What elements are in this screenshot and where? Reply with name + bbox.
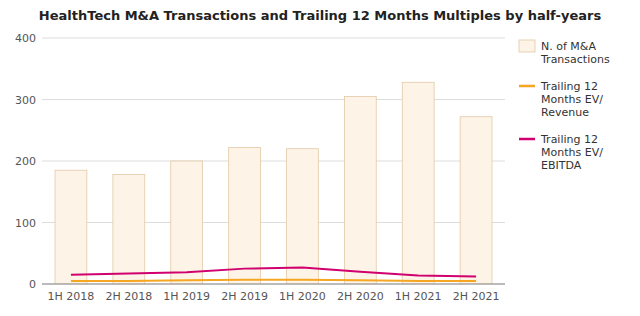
legend-label: Trailing 12Months EV/Revenue [540, 80, 603, 119]
legend-label-line: Transactions [540, 53, 610, 66]
legend-swatch [519, 40, 535, 52]
x-tick-label: 2H 2020 [337, 290, 384, 303]
bar [55, 170, 87, 284]
bar [402, 82, 434, 284]
x-tick-label: 1H 2018 [48, 290, 95, 303]
bar [229, 147, 261, 284]
legend-label-line: Months EV/ [541, 146, 603, 159]
bar [171, 161, 203, 284]
grid-line [42, 161, 505, 162]
x-tick-label: 2H 2021 [453, 290, 500, 303]
grid-line [42, 38, 505, 39]
grid-line [42, 284, 505, 285]
legend-swatch [519, 138, 535, 141]
x-tick-label: 1H 2020 [279, 290, 326, 303]
chart: HealthTech M&A Transactions and Trailing… [0, 0, 640, 316]
y-tick-label: 400 [15, 32, 36, 45]
line [71, 267, 476, 276]
x-tick-label: 1H 2021 [395, 290, 442, 303]
legend-label-line: N. of M&A [541, 40, 596, 53]
marks [55, 82, 492, 284]
y-tick-label: 100 [15, 217, 36, 230]
x-axis [42, 284, 505, 285]
grid-line [42, 99, 505, 100]
bar [460, 117, 492, 284]
y-tick-label: 0 [29, 278, 36, 291]
x-tick-label: 2H 2018 [105, 290, 152, 303]
legend-label: Trailing 12Months EV/EBITDA [540, 133, 603, 172]
legend-label: N. of M&ATransactions [540, 40, 610, 66]
y-tick-label: 200 [15, 155, 36, 168]
bar [287, 149, 319, 284]
x-tick-label: 2H 2019 [221, 290, 268, 303]
legend-label-line: EBITDA [541, 159, 582, 172]
y-tick-label: 300 [15, 94, 36, 107]
legend-label-line: Revenue [541, 106, 589, 119]
legend: N. of M&ATransactionsTrailing 12Months E… [519, 40, 610, 172]
title: HealthTech M&A Transactions and Trailing… [39, 8, 602, 23]
legend-label-line: Trailing 12 [540, 133, 598, 146]
legend-label-line: Months EV/ [541, 93, 603, 106]
line [71, 280, 476, 281]
x-tick-label: 1H 2019 [163, 290, 210, 303]
legend-swatch [519, 85, 535, 88]
bar [113, 175, 145, 284]
legend-label-line: Trailing 12 [540, 80, 598, 93]
grid-line [42, 222, 505, 223]
bar [344, 96, 376, 284]
